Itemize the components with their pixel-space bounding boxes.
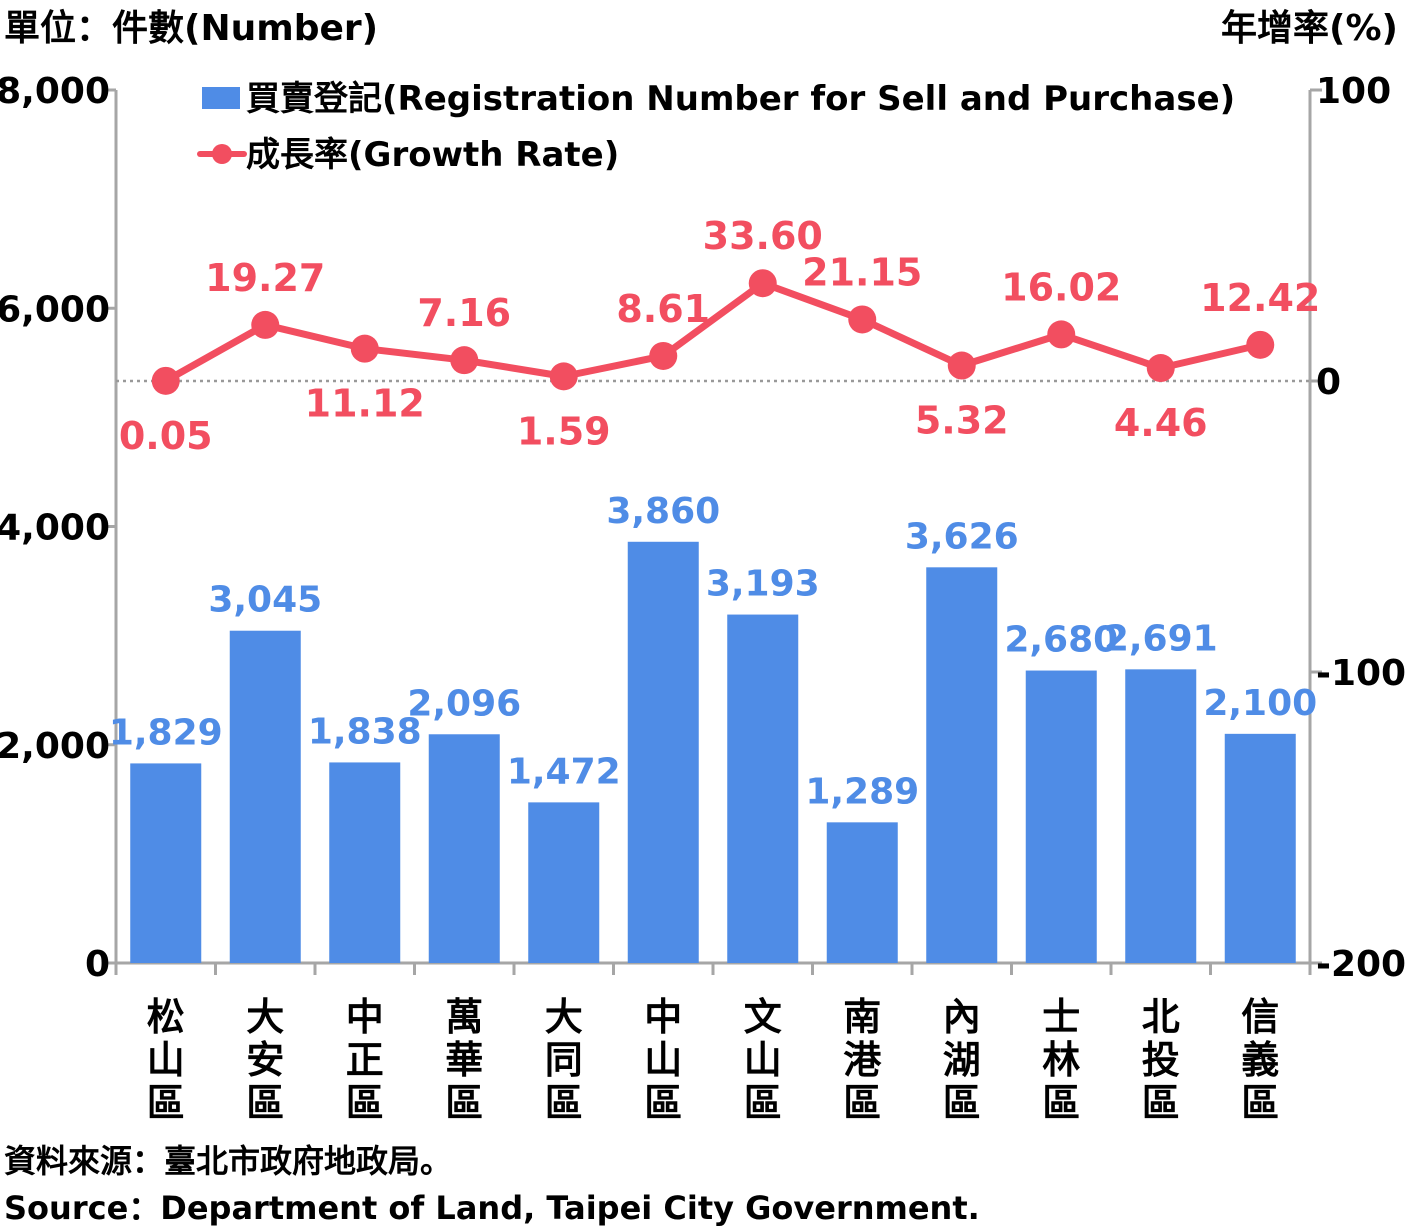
legend-line-marker — [212, 144, 232, 164]
growth-rate-point — [947, 351, 976, 380]
left-tick-label: 4,000 — [0, 508, 110, 549]
category-label: 南港區 — [843, 995, 882, 1125]
bar — [229, 630, 301, 963]
left-tick-label: 0 — [85, 944, 110, 985]
bar-value-label: 1,829 — [109, 712, 223, 753]
left-tick-label: 6,000 — [0, 289, 110, 330]
right-tick-label: -200 — [1316, 944, 1405, 985]
growth-rate-point — [848, 305, 877, 334]
bar-value-label: 3,045 — [208, 580, 322, 621]
legend: 買賣登記(Registration Number for Sell and Pu… — [197, 79, 1235, 175]
legend-line-label: 成長率(Growth Rate) — [246, 135, 619, 175]
growth-rate-line — [164, 279, 1262, 384]
growth-rate-label: 8.61 — [616, 287, 710, 331]
growth-rate-label: 5.32 — [915, 399, 1009, 443]
bar-value-label: 1,289 — [805, 771, 919, 812]
growth-rate-label: 12.42 — [1200, 276, 1320, 320]
legend-bar-swatch — [202, 87, 240, 109]
bar — [329, 762, 401, 963]
bar — [926, 567, 998, 963]
bar-value-label: 2,100 — [1203, 683, 1317, 724]
category-label: 松山區 — [147, 995, 185, 1125]
growth-rate-point — [350, 334, 379, 363]
bar — [727, 614, 799, 963]
bar-value-label: 2,691 — [1104, 618, 1218, 659]
bar — [1125, 669, 1197, 963]
bar-value-label: 1,838 — [308, 711, 422, 752]
growth-rate-label: 1.59 — [517, 409, 611, 453]
category-label: 中山區 — [644, 995, 682, 1125]
right-axis-unit: 年增率(%) — [1221, 8, 1398, 49]
bar — [528, 802, 600, 963]
bar — [627, 541, 699, 963]
bar-value-label: 1,472 — [507, 751, 621, 792]
category-labels: 松山區 大安區 中正區 萬華區 大同區 中山區 文山區 南港區 內湖區 士林區 北投區 信義區 — [147, 995, 1280, 1125]
right-tick-label: 0 — [1316, 362, 1341, 403]
category-label: 大安區 — [246, 995, 284, 1125]
growth-rate-label: 7.16 — [417, 291, 511, 335]
growth-rate-label: 0.05 — [119, 414, 213, 458]
left-axis-unit: 單位：件數(Number) — [4, 8, 378, 49]
bar-value-label: 3,193 — [706, 564, 820, 605]
bar — [826, 822, 898, 963]
growth-rate-point — [549, 362, 578, 391]
bar — [1224, 733, 1296, 963]
category-label: 士林區 — [1042, 995, 1080, 1125]
growth-rate-point — [1246, 330, 1275, 359]
growth-rate-point — [748, 269, 777, 298]
bar — [1025, 670, 1097, 963]
bar-value-label: 3,860 — [606, 491, 720, 532]
growth-rate-label: 33.60 — [703, 214, 823, 258]
growth-rate-label: 19.27 — [205, 256, 325, 300]
growth-rate-label: 16.02 — [1001, 265, 1121, 309]
source-en: Source：Department of Land, Taipei City G… — [4, 1189, 980, 1227]
growth-rate-point — [151, 366, 180, 395]
growth-rate-point — [1047, 320, 1076, 349]
category-label: 中正區 — [346, 995, 384, 1125]
growth-rate-point — [251, 310, 280, 339]
right-tick-label: -100 — [1316, 653, 1405, 694]
legend-bar-label: 買賣登記(Registration Number for Sell and Pu… — [246, 79, 1235, 119]
growth-rate-point — [450, 346, 479, 375]
bar-value-label: 3,626 — [905, 516, 1019, 557]
category-label: 文山區 — [744, 995, 782, 1125]
growth-rate-label: 11.12 — [305, 382, 425, 426]
bar — [428, 734, 500, 963]
axes: 0 2,000 4,000 6,000 8,000 -200 -100 0 100 — [0, 71, 1405, 985]
right-tick-label: 100 — [1316, 71, 1391, 112]
growth-rate-point — [649, 341, 678, 370]
category-label: 信義區 — [1241, 995, 1279, 1125]
growth-rate-label: 21.15 — [802, 250, 922, 294]
growth-rate-label: 4.46 — [1114, 401, 1208, 445]
bar-value-label: 2,680 — [1004, 620, 1118, 661]
category-label: 萬華區 — [445, 995, 483, 1125]
growth-rate-point — [1146, 354, 1175, 383]
bar-value-label: 2,096 — [407, 683, 521, 724]
source-zh: 資料來源：臺北市政府地政局。 — [4, 1142, 452, 1180]
left-tick-label: 8,000 — [0, 71, 110, 112]
category-label: 內湖區 — [943, 995, 981, 1125]
category-label: 北投區 — [1142, 995, 1180, 1125]
left-tick-label: 2,000 — [0, 726, 110, 767]
bar — [130, 763, 202, 963]
category-label: 大同區 — [545, 995, 583, 1125]
